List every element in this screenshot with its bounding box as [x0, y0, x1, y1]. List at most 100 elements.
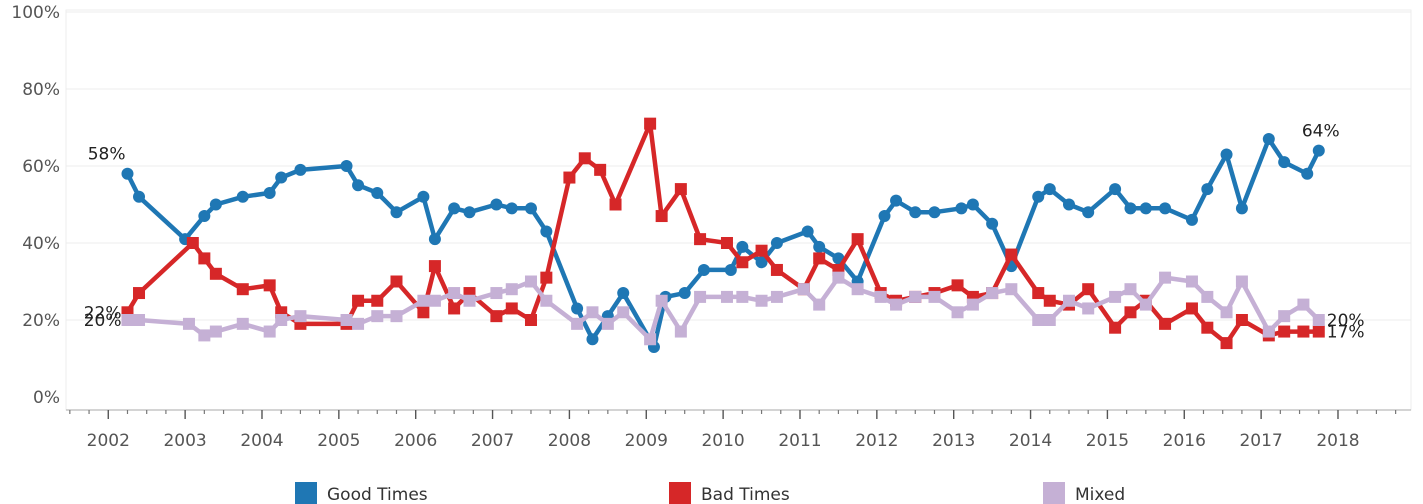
point-good-times-52 [1159, 202, 1172, 215]
point-good-times-38 [890, 194, 903, 207]
series-lines [121, 117, 1325, 353]
point-bad-times-30 [736, 256, 749, 269]
legend-item-good-times: Good Times [295, 482, 428, 504]
x-tick-label-2012: 2012 [855, 431, 898, 451]
point-mixed-13 [417, 294, 430, 307]
point-mixed-16 [463, 294, 476, 307]
point-bad-times-54 [1201, 321, 1214, 334]
point-good-times-13 [417, 190, 430, 203]
point-mixed-27 [674, 325, 687, 338]
point-good-times-22 [586, 333, 599, 346]
point-mixed-6 [263, 325, 276, 338]
point-mixed-58 [1278, 310, 1291, 323]
point-good-times-60 [1312, 144, 1325, 157]
point-good-times-27 [678, 287, 691, 300]
x-tick-label-2004: 2004 [240, 431, 283, 451]
point-mixed-43 [986, 287, 999, 300]
point-good-times-7 [275, 171, 288, 184]
point-good-times-20 [540, 225, 553, 238]
point-mixed-21 [571, 317, 584, 330]
point-good-times-46 [1043, 183, 1056, 196]
point-bad-times-15 [448, 302, 461, 315]
data-label-mixed-start: 20% [84, 311, 122, 331]
legend: Good Times Bad Times Mixed [295, 482, 1125, 504]
legend-label-mixed: Mixed [1075, 485, 1125, 504]
point-mixed-9 [340, 314, 353, 326]
point-mixed-36 [851, 283, 864, 296]
point-mixed-11 [371, 310, 384, 323]
point-mixed-47 [1062, 294, 1075, 307]
point-mixed-39 [909, 290, 922, 303]
point-mixed-56 [1235, 275, 1248, 288]
point-mixed-29 [720, 290, 733, 303]
point-bad-times-32 [770, 263, 783, 276]
point-mixed-22 [586, 306, 599, 319]
point-bad-times-17 [490, 310, 503, 323]
point-bad-times-48 [1082, 283, 1095, 296]
point-mixed-0 [121, 314, 134, 326]
data-label-bad-times-end: 17% [1327, 323, 1365, 343]
point-bad-times-25 [644, 117, 657, 130]
point-good-times-6 [263, 186, 276, 199]
point-good-times-17 [490, 198, 503, 211]
point-bad-times-53 [1185, 302, 1198, 315]
point-good-times-1 [133, 190, 146, 203]
x-tick-label-2017: 2017 [1239, 431, 1282, 451]
point-mixed-52 [1159, 271, 1172, 284]
point-bad-times-20 [540, 271, 553, 284]
legend-swatch-mixed [1043, 482, 1065, 504]
point-bad-times-36 [851, 233, 864, 246]
gridlines [65, 9, 1412, 411]
y-tick-label-20: 20% [22, 311, 60, 331]
point-good-times-18 [505, 202, 518, 215]
point-good-times-5 [236, 190, 249, 203]
point-good-times-45 [1032, 190, 1045, 203]
point-bad-times-45 [1032, 287, 1045, 300]
legend-item-mixed: Mixed [1043, 482, 1125, 504]
point-mixed-42 [966, 298, 979, 311]
x-tick-label-2002: 2002 [87, 431, 130, 451]
point-good-times-40 [928, 206, 941, 219]
point-good-times-33 [801, 225, 814, 238]
point-mixed-30 [736, 290, 749, 303]
plot-frame [65, 9, 1412, 411]
x-tick-label-2006: 2006 [394, 431, 437, 451]
point-mixed-12 [390, 310, 403, 323]
point-bad-times-26 [655, 210, 668, 223]
point-good-times-32 [770, 237, 783, 249]
point-mixed-14 [428, 294, 441, 307]
y-tick-label-40: 40% [22, 234, 60, 254]
x-tick-label-2018: 2018 [1316, 431, 1359, 451]
legend-swatch-bad-times [669, 482, 691, 504]
point-bad-times-49 [1109, 321, 1122, 334]
point-mixed-19 [524, 275, 537, 288]
point-mixed-4 [209, 325, 222, 338]
data-label-good-times-end: 64% [1302, 122, 1340, 142]
point-mixed-53 [1185, 275, 1198, 288]
point-good-times-58 [1278, 156, 1291, 169]
x-tick-label-2003: 2003 [163, 431, 206, 451]
point-good-times-16 [463, 206, 476, 219]
point-bad-times-11 [371, 294, 384, 307]
point-mixed-45 [1032, 314, 1045, 326]
point-mixed-23 [601, 317, 614, 330]
y-tick-label-80: 80% [22, 80, 60, 100]
y-tick-label-0: 0% [33, 388, 60, 408]
point-bad-times-60 [1312, 325, 1325, 338]
point-good-times-19 [524, 202, 537, 215]
point-mixed-55 [1220, 306, 1233, 319]
legend-item-bad-times: Bad Times [669, 482, 790, 504]
point-good-times-14 [428, 233, 441, 246]
point-bad-times-1 [133, 287, 146, 300]
point-good-times-49 [1109, 183, 1122, 196]
point-mixed-33 [797, 283, 810, 296]
point-good-times-57 [1262, 133, 1275, 146]
y-tick-label-100: 100% [11, 3, 60, 23]
point-mixed-34 [813, 298, 826, 311]
point-bad-times-4 [209, 267, 222, 280]
point-bad-times-18 [505, 302, 518, 315]
point-good-times-37 [878, 210, 891, 223]
data-label-good-times-start: 58% [88, 145, 126, 165]
